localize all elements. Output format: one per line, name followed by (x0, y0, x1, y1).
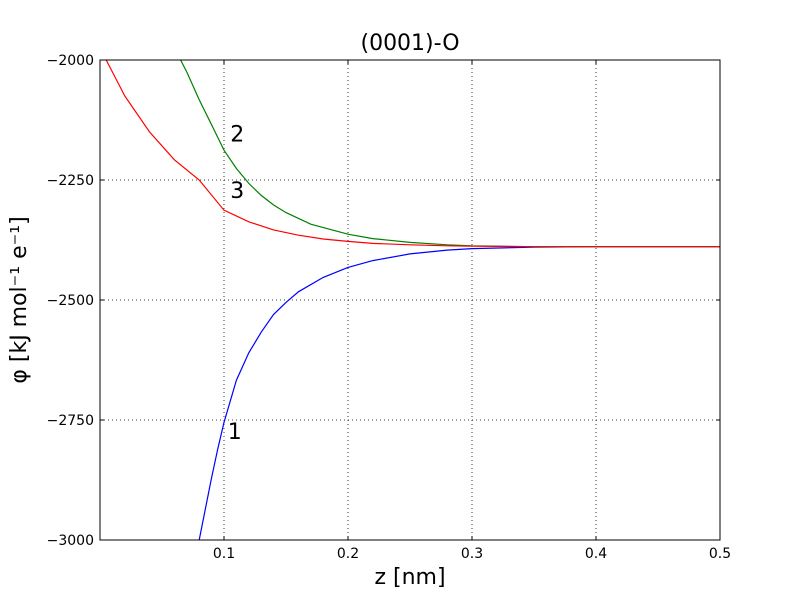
series-line-3 (105, 60, 720, 248)
curve-labels: 1 2 3 (228, 123, 244, 446)
curve-label-2: 2 (230, 123, 244, 148)
x-tick-label: 0.2 (337, 546, 359, 562)
grid (100, 60, 720, 540)
curve-label-3: 3 (230, 179, 244, 204)
x-tick-label: 0.1 (213, 546, 235, 562)
ticks: 0.1 0.2 0.3 0.4 0.5 −2000 −2250 −2500 −2750 −3000 (47, 53, 731, 562)
y-tick-label: −2500 (47, 293, 94, 309)
series-layer (105, 60, 720, 540)
y-axis-label: φ [kJ mol⁻¹ e⁻¹] (7, 216, 32, 383)
series-line-1 (198, 246, 720, 540)
y-tick-label: −2000 (47, 53, 94, 69)
x-tick-label: 0.5 (709, 546, 731, 562)
y-tick-label: −2250 (47, 173, 94, 189)
y-tick-label: −2750 (47, 413, 94, 429)
x-axis-label: z [nm] (374, 565, 445, 590)
y-tick-label: −3000 (47, 533, 94, 549)
curve-label-1: 1 (228, 420, 242, 445)
x-tick-label: 0.3 (461, 546, 483, 562)
chart-title: (0001)-O (360, 31, 459, 56)
x-tick-label: 0.4 (585, 546, 607, 562)
